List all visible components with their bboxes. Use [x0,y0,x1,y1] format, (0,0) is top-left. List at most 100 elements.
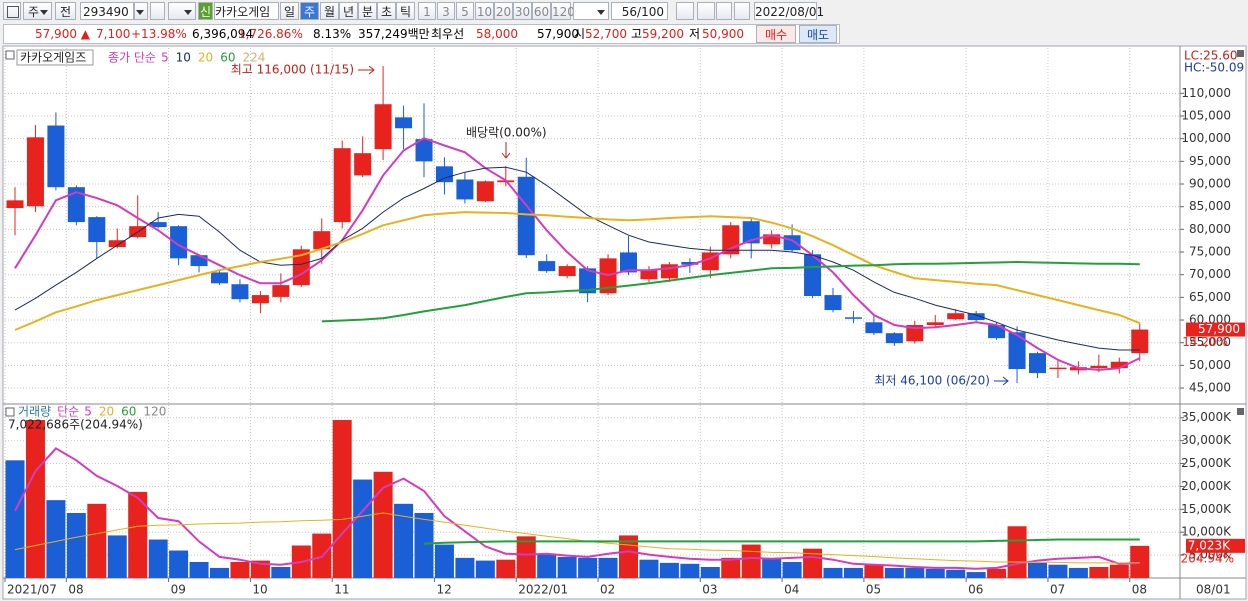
tool-icon[interactable] [676,2,694,20]
legend-entry: 60 [121,405,136,419]
ma-line [423,538,1140,545]
ma-line [321,260,1140,323]
candle-body [763,234,781,245]
count-button[interactable]: 10 [475,2,494,20]
interval-button[interactable]: 월 [320,2,339,20]
y-tick-label: 95,000 [1189,154,1231,168]
volume-box [1186,538,1245,553]
candle-body [640,270,658,280]
high-label: 고 [631,27,643,41]
buy-button[interactable]: 매수 [756,25,796,43]
count-button[interactable]: 3 [437,2,455,20]
candle-body [1090,365,1108,369]
ma-line [14,512,1140,564]
x-tick-label: 08 [68,583,83,597]
count-button[interactable]: 5 [456,2,474,20]
y-tick-label: 65,000 [1189,290,1231,304]
legend-title: 거래량 [18,405,51,419]
volume-bar [210,567,229,578]
candle-body [988,325,1006,339]
volume-bar [455,557,475,578]
annotation: 배당락(0.00%) [466,126,547,140]
legend-entry: 10 [176,51,191,65]
y-tick-label: 90,000 [1189,177,1231,191]
volume-bar [619,535,638,578]
candle-body [1008,332,1026,369]
candle-body [272,285,290,297]
volume-label: 7,023K [1188,538,1231,552]
candle-body [149,222,167,228]
count-button[interactable]: 20 [494,2,513,20]
best-label: 최우선 [431,27,465,41]
x-tick-label: 02 [600,583,615,597]
candle-body [476,181,494,202]
settings-icon[interactable] [734,2,750,20]
volume-bar [5,460,25,578]
candle-body [47,125,65,188]
open: 52,700 [585,27,627,41]
interval-button[interactable]: 년 [339,2,358,20]
code-dropdown[interactable] [134,2,148,20]
y-tick-label: 30,000K [1181,433,1232,447]
x-tick-label: 11 [334,583,349,597]
arrow [358,65,375,75]
volume-bar [25,420,45,578]
volume-note: 7,022,686주(204.94%) [8,418,143,432]
candle-body [967,313,985,321]
change-rate: +13.98% [131,27,187,41]
candle-body [681,261,699,265]
x-tick-label: 09 [171,583,186,597]
interval-button[interactable]: 초 [377,2,396,20]
y-tick-label: 25,000K [1181,456,1232,470]
icon [7,6,19,18]
search-button[interactable] [150,2,165,20]
y-tick-label: 75,000 [1189,245,1231,259]
blank-dropdown[interactable] [573,2,609,20]
count-button[interactable]: 1 [418,2,436,20]
interval-button[interactable]: 틱 [396,2,415,20]
price-label: 57,900 [1198,322,1240,336]
candle-body [251,295,269,304]
candle-body [906,325,924,342]
stock-name: 카카오게임 [214,2,279,20]
tool-icon[interactable] [697,2,715,20]
code-input[interactable]: 293490 [80,2,134,20]
sound-button[interactable] [168,2,196,20]
y-tick-label: 20,000K [1181,479,1232,493]
candle-body [211,272,228,284]
lc-label: LC:25.60 [1184,49,1237,63]
candle-body [6,200,24,209]
y-tick-label: 100,000 [1181,131,1231,145]
cursor-date: 08/01 [1196,583,1231,597]
high: 59,200 [642,27,684,41]
panel-icon [5,407,15,417]
sell-button[interactable]: 매도 [799,25,837,43]
volume-bar [946,569,966,578]
save-icon[interactable] [716,2,732,20]
hc-label: HC:-50.09 [1184,61,1244,75]
mode-button[interactable]: 전 [55,2,76,20]
volume-bar [537,554,557,578]
panel-icon [5,50,15,60]
volume-bar [700,567,720,578]
ma-line [14,211,1141,331]
interval-button[interactable]: 일 [280,2,299,20]
period-dropdown[interactable]: 주 [23,2,52,20]
interval-button[interactable]: 분 [358,2,377,20]
best-bid: 57,900 [537,27,579,41]
count-button[interactable]: 30 [513,2,532,20]
page-count: 56/100 [611,2,668,20]
count-button[interactable]: 60 [532,2,551,20]
open-label: 시 [574,27,586,41]
date-input[interactable]: 2022/08/01 [754,2,824,20]
interval-button[interactable]: 주 [300,2,319,20]
price-box [1186,322,1245,337]
count-button[interactable]: 120 [551,2,575,20]
candle-body [190,255,208,267]
ma-line [14,447,1140,570]
menu-icon[interactable] [3,2,21,20]
candle-body [824,295,842,311]
candle-body [742,221,760,244]
x-tick-label: 08 [1132,583,1147,597]
